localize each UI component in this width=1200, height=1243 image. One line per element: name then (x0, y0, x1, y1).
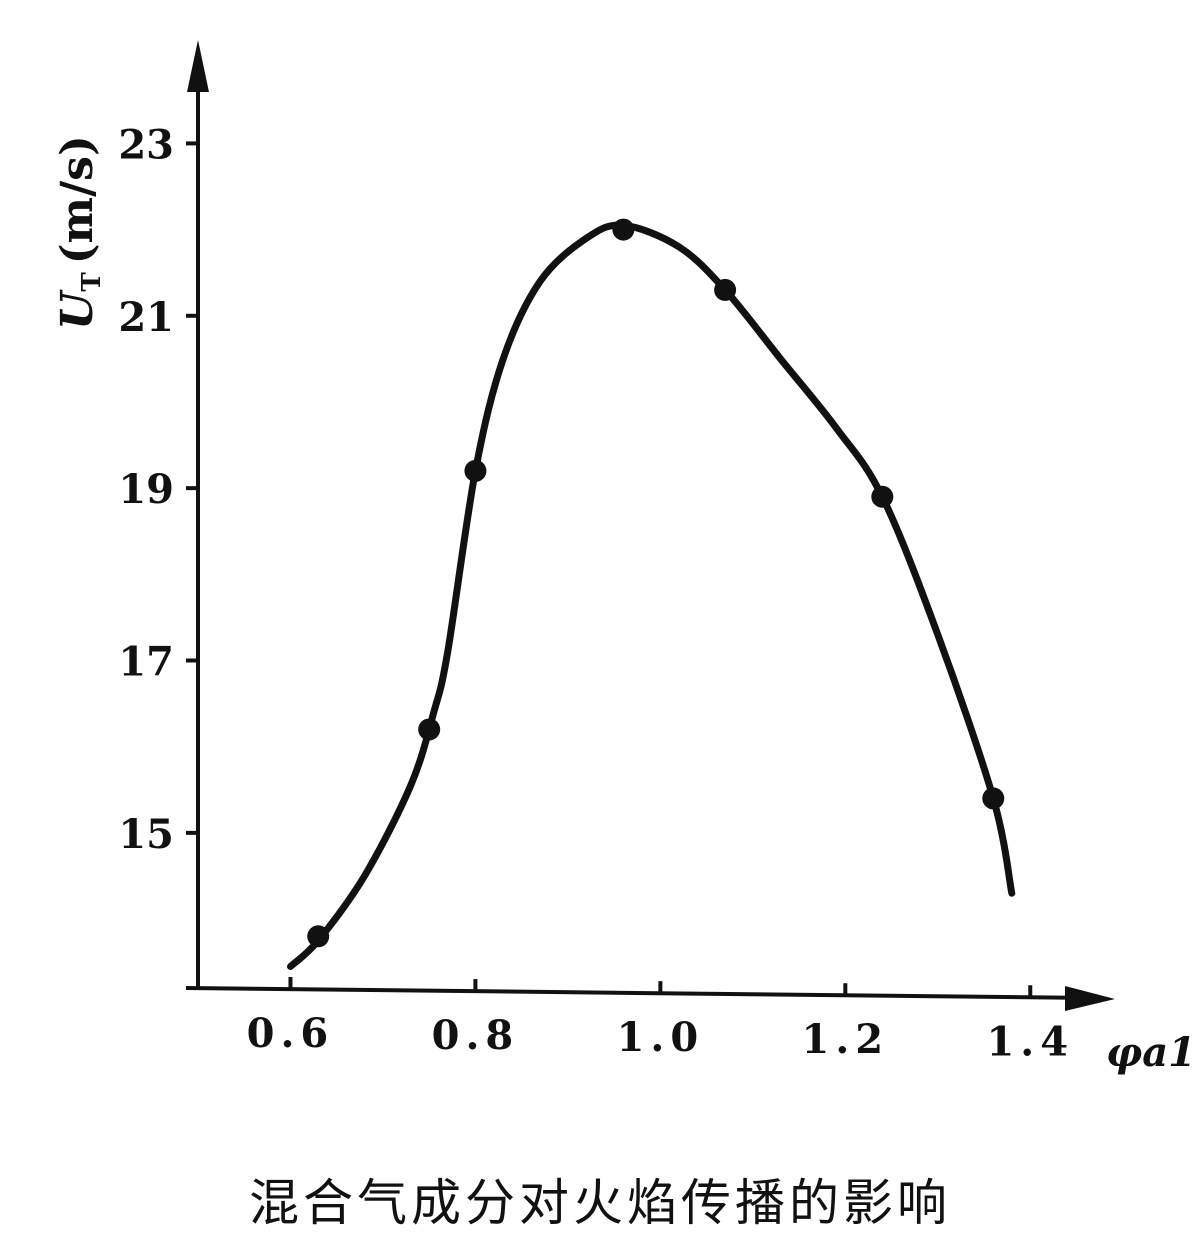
x-tick-label: 1.2 (802, 1016, 890, 1063)
data-point (982, 787, 1005, 810)
x-tick-label: 1.4 (986, 1018, 1074, 1065)
data-point (307, 925, 330, 948)
y-axis-label: UT (m/s) (52, 135, 107, 330)
y-axis-arrow (187, 40, 209, 92)
data-point (871, 485, 894, 508)
x-axis-label: φa1 (1106, 1029, 1196, 1076)
x-axis-label-text: φa1 (1106, 1029, 1196, 1076)
axes (185, 40, 1115, 1011)
series-curve (287, 221, 1016, 970)
y-tick-label: 21 (118, 294, 174, 341)
svg-text:UT(m/s): UT (m/s) (52, 135, 107, 330)
x-ticks: 0.6 0.8 1.0 1.2 1.4 (247, 977, 1074, 1065)
y-tick-label: 19 (118, 466, 174, 513)
data-point (418, 718, 441, 741)
y-tick-label: 17 (118, 639, 174, 686)
data-point (714, 278, 737, 301)
y-tick-label: 23 (118, 121, 174, 168)
x-tick-label: 0.8 (432, 1012, 520, 1059)
data-point (464, 459, 487, 482)
y-axis-label-main: U (52, 289, 103, 330)
y-axis-label-sub: T (77, 272, 107, 292)
x-axis-arrow (1065, 986, 1115, 1011)
y-tick-label: 15 (118, 811, 174, 858)
y-axis-label-unit: (m/s) (52, 135, 103, 264)
x-tick-label: 1.0 (617, 1014, 705, 1061)
figure-caption: 混合气成分对火焰传播的影响 (249, 1174, 951, 1232)
x-axis (185, 986, 1096, 1000)
series-markers (307, 218, 1005, 948)
x-tick-label: 0.6 (247, 1010, 335, 1057)
data-point (612, 218, 635, 241)
y-ticks: 15 17 19 21 23 (118, 121, 198, 858)
